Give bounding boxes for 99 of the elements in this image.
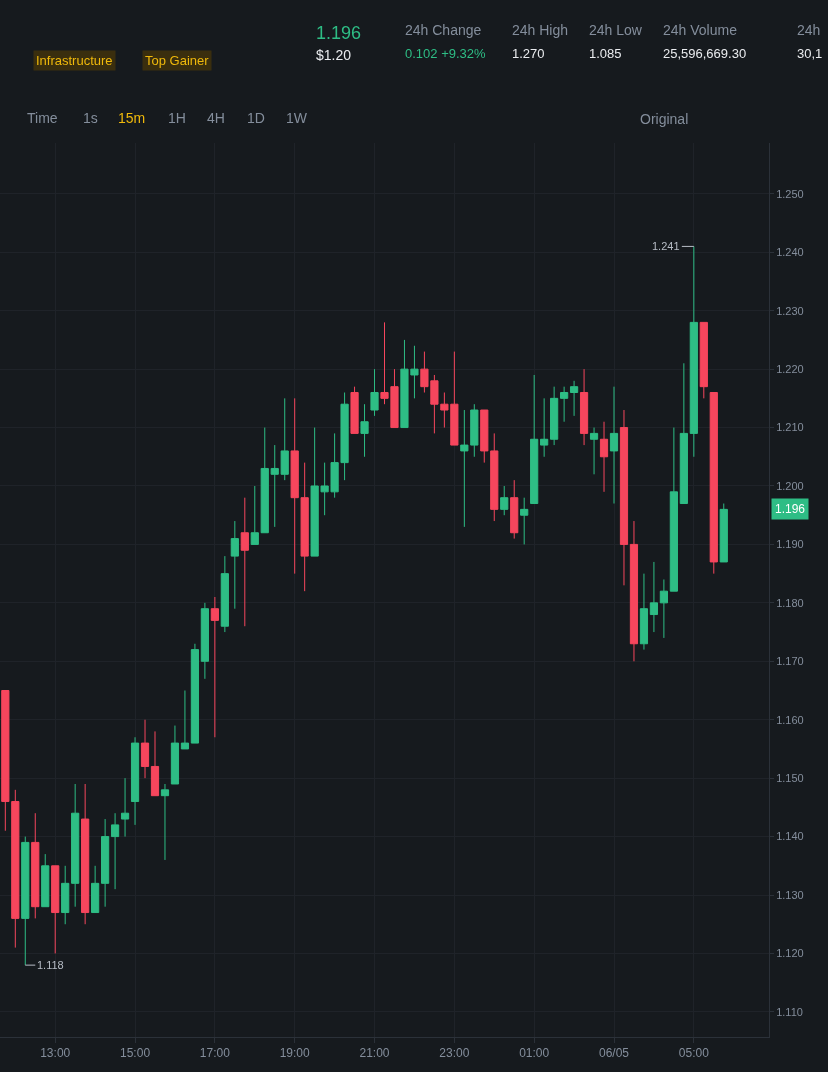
candlestick (230, 520, 239, 610)
candlestick (101, 818, 110, 908)
text: 24h Low (589, 22, 643, 38)
candlestick (61, 865, 70, 925)
text: 24h (797, 22, 821, 38)
candlestick (579, 368, 589, 446)
text: 1W (286, 110, 308, 126)
candlestick (110, 812, 120, 890)
x-tick-label: 01:00 (519, 1046, 550, 1061)
x-tick-label: 06/05 (598, 1046, 630, 1061)
candlestick (140, 719, 150, 779)
text: 1.085 (589, 46, 622, 61)
candlestick (679, 362, 688, 505)
candlestick (669, 427, 678, 592)
text: 24h Change (405, 22, 482, 38)
candlestick (250, 485, 259, 545)
candlestick (190, 643, 200, 744)
candlestick (240, 497, 249, 627)
candlestick (599, 421, 609, 493)
candlestick (200, 602, 209, 680)
candlestick (649, 561, 659, 633)
text: 1D (247, 110, 265, 126)
candlestick (500, 485, 509, 516)
text: Infrastructure (36, 53, 113, 68)
candlestick (41, 853, 50, 908)
annotation: 1.118 (37, 959, 64, 971)
y-tick-label: 1.120 (776, 947, 804, 960)
candlestick (160, 783, 170, 861)
candlestick (560, 386, 569, 423)
candlestick (91, 865, 100, 914)
text: 24h High (512, 22, 569, 38)
text: $1.20 (316, 47, 352, 63)
y-tick-label: 1.150 (776, 772, 804, 784)
text: 1.270 (512, 46, 545, 61)
y-tick-label: 1.130 (776, 888, 804, 901)
y-tick-label: 1.180 (776, 596, 804, 609)
x-tick-label: 19:00 (279, 1046, 311, 1061)
candlestick (31, 812, 40, 919)
y-tick-label: 1.140 (776, 830, 804, 843)
candlestick (639, 573, 649, 651)
candlestick (709, 392, 718, 575)
candlestick (170, 725, 180, 785)
candlestick (210, 596, 219, 738)
candlestick (609, 386, 619, 505)
x-tick-label: 13:00 (40, 1046, 71, 1061)
candlestick (150, 730, 160, 797)
text: 0.102 +9.32% (405, 46, 487, 61)
text: 1s (83, 110, 98, 126)
candlestick (510, 479, 519, 540)
text: Time (27, 110, 58, 126)
text: 4H (207, 110, 225, 126)
candlestick (589, 427, 599, 475)
candlestick (719, 503, 728, 563)
candlestick (629, 520, 639, 662)
candlestick (360, 403, 369, 458)
candlestick (370, 368, 379, 417)
candlestick (569, 380, 579, 417)
annotation: 1.196 (775, 502, 806, 516)
text: 15m (118, 110, 146, 126)
candlestick (540, 397, 549, 458)
candlestick (659, 578, 668, 639)
candlestick (699, 321, 708, 399)
candlestick (520, 497, 529, 545)
text: 24h Volume (663, 22, 738, 38)
candlestick (220, 555, 229, 633)
y-tick-label: 1.170 (776, 655, 804, 668)
annotation: 1.241 (652, 240, 680, 252)
x-tick-label: 15:00 (120, 1046, 151, 1061)
y-tick-label: 1.210 (776, 421, 804, 434)
text: 30,1 (797, 46, 823, 61)
candlestick (21, 836, 30, 966)
x-tick-label: 17:00 (199, 1046, 231, 1061)
y-tick-label: 1.240 (776, 246, 804, 259)
y-tick-label: 1.160 (776, 713, 804, 726)
candlestick (619, 409, 629, 586)
x-tick-label: 21:00 (359, 1046, 390, 1061)
text: 1H (168, 110, 186, 126)
text: Original (640, 111, 689, 127)
candlestick (51, 865, 60, 954)
candlestick (550, 386, 559, 446)
y-tick-label: 1.200 (776, 479, 804, 492)
y-tick-label: 1.250 (776, 187, 804, 200)
y-tick-label: 1.110 (776, 1005, 803, 1018)
candlestick (71, 783, 80, 908)
y-tick-label: 1.220 (776, 362, 804, 375)
y-tick-label: 1.190 (776, 538, 804, 551)
y-tick-label: 1.230 (776, 304, 804, 317)
candlestick (689, 245, 698, 458)
text: Top Gainer (145, 53, 210, 68)
candlestick (530, 374, 539, 505)
candlestick (350, 386, 359, 434)
text: 25,596,669.30 (663, 46, 747, 61)
x-tick-label: 05:00 (678, 1046, 710, 1061)
x-tick-label: 23:00 (439, 1046, 470, 1061)
candlestick (120, 777, 130, 838)
candlestick (130, 736, 140, 826)
text: 1.196 (316, 23, 362, 43)
candlestick (180, 690, 190, 750)
candlestick (81, 783, 90, 925)
